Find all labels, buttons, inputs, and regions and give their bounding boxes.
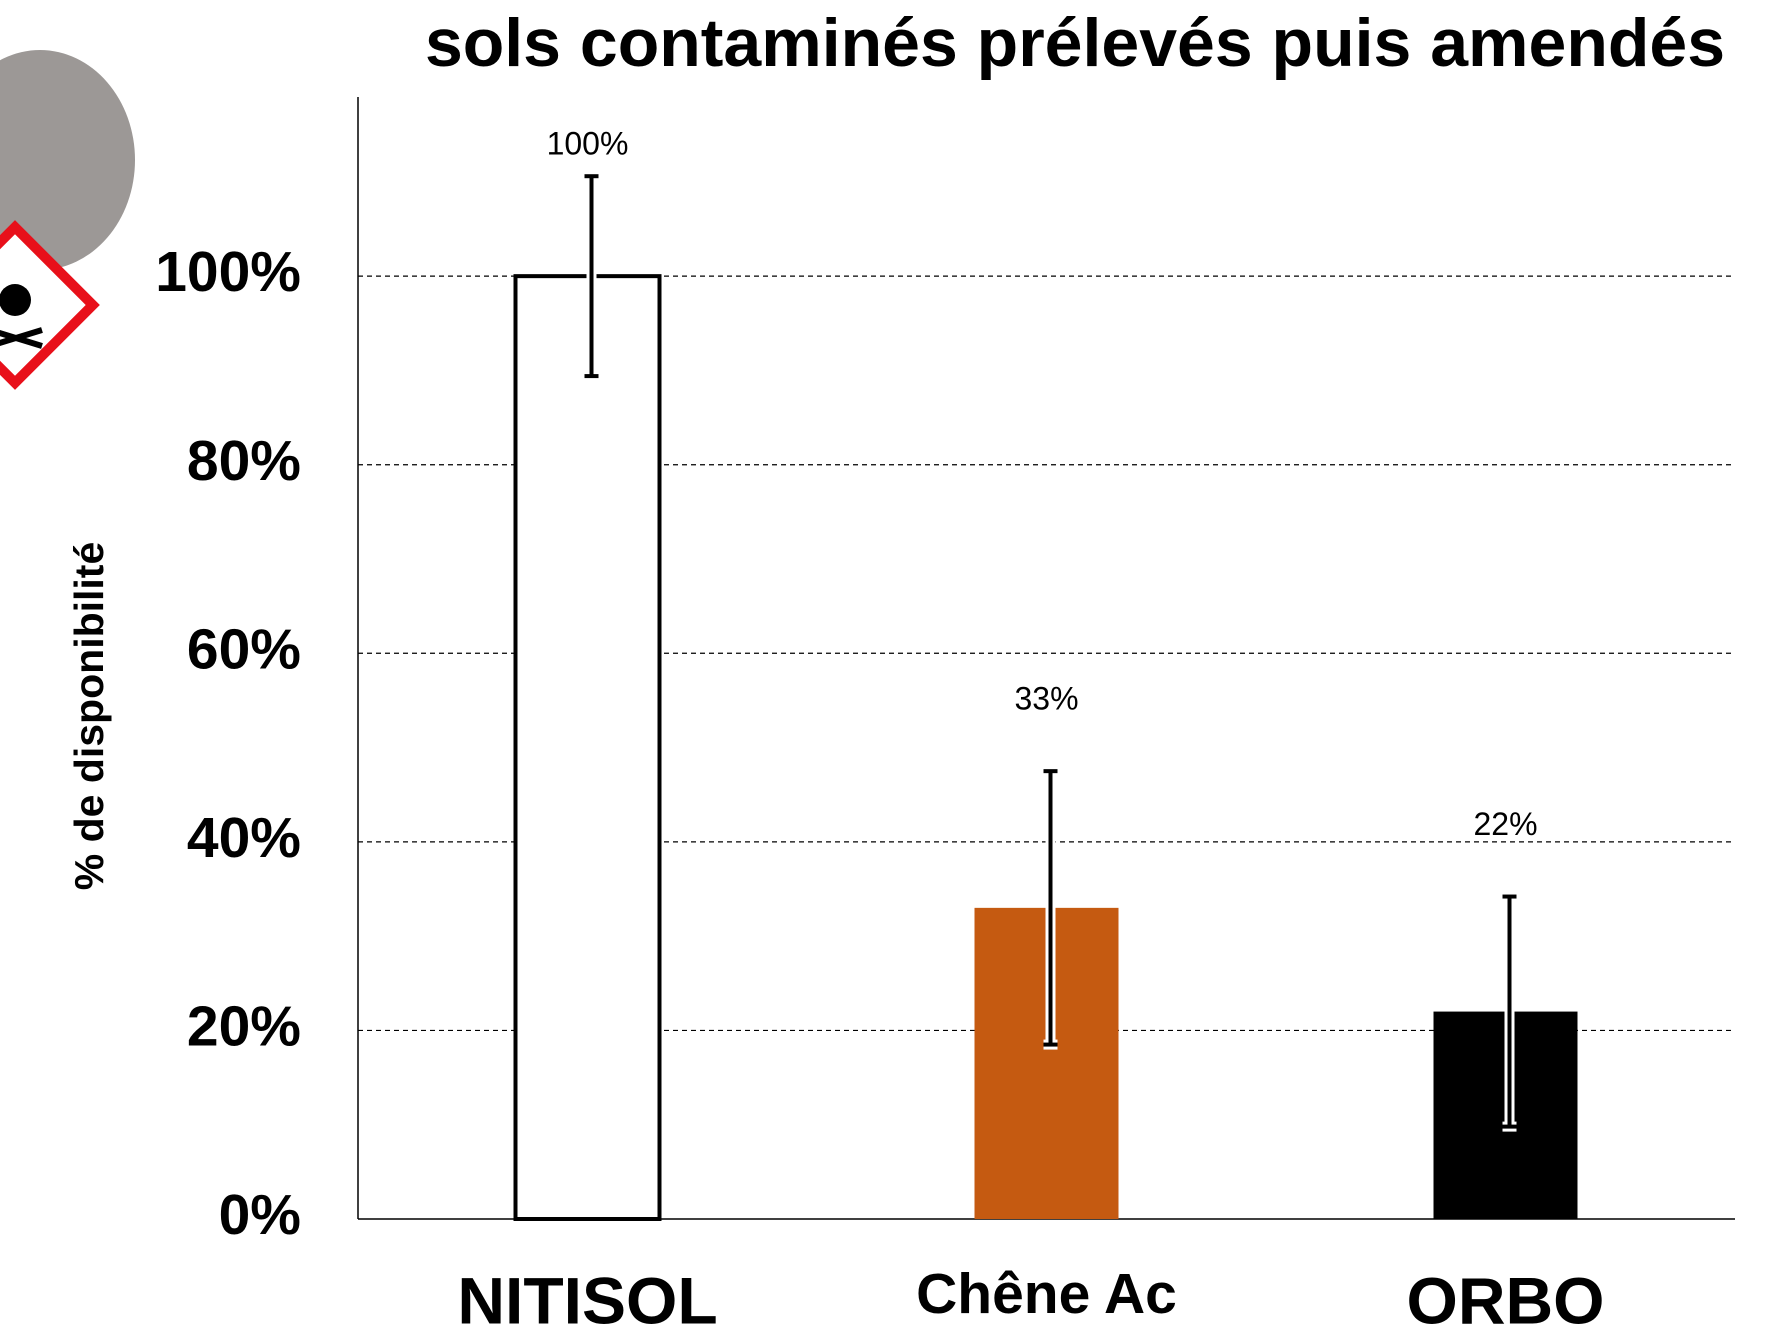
bar [516,276,660,1219]
hazard-illustration [0,50,135,383]
x-tick-label: NITISOL [457,1263,717,1337]
y-tick-label: 40% [187,806,301,870]
y-axis-label: % de disponibilité [66,542,112,891]
value-label: 33% [1014,681,1078,717]
value-label: 22% [1473,806,1537,842]
y-tick-label: 60% [187,617,301,681]
y-tick-label: 0% [219,1183,301,1247]
page: sols contaminés prélevés puis amendés % … [0,0,1772,1344]
value-label: 100% [547,126,629,162]
chart-title: sols contaminés prélevés puis amendés [425,5,1725,81]
y-tick-label: 20% [187,994,301,1058]
y-tick-label: 100% [155,240,301,304]
chart: sols contaminés prélevés puis amendés % … [0,0,1772,1344]
skull [0,284,31,316]
x-tick-label: ORBO [1407,1263,1605,1337]
y-tick-label: 80% [187,429,301,493]
x-tick-label: Chêne Ac [916,1262,1177,1326]
